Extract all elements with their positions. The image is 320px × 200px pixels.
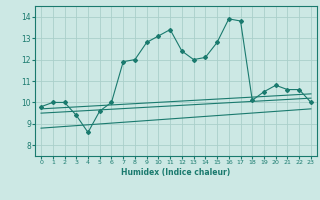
X-axis label: Humidex (Indice chaleur): Humidex (Indice chaleur) [121,168,231,177]
